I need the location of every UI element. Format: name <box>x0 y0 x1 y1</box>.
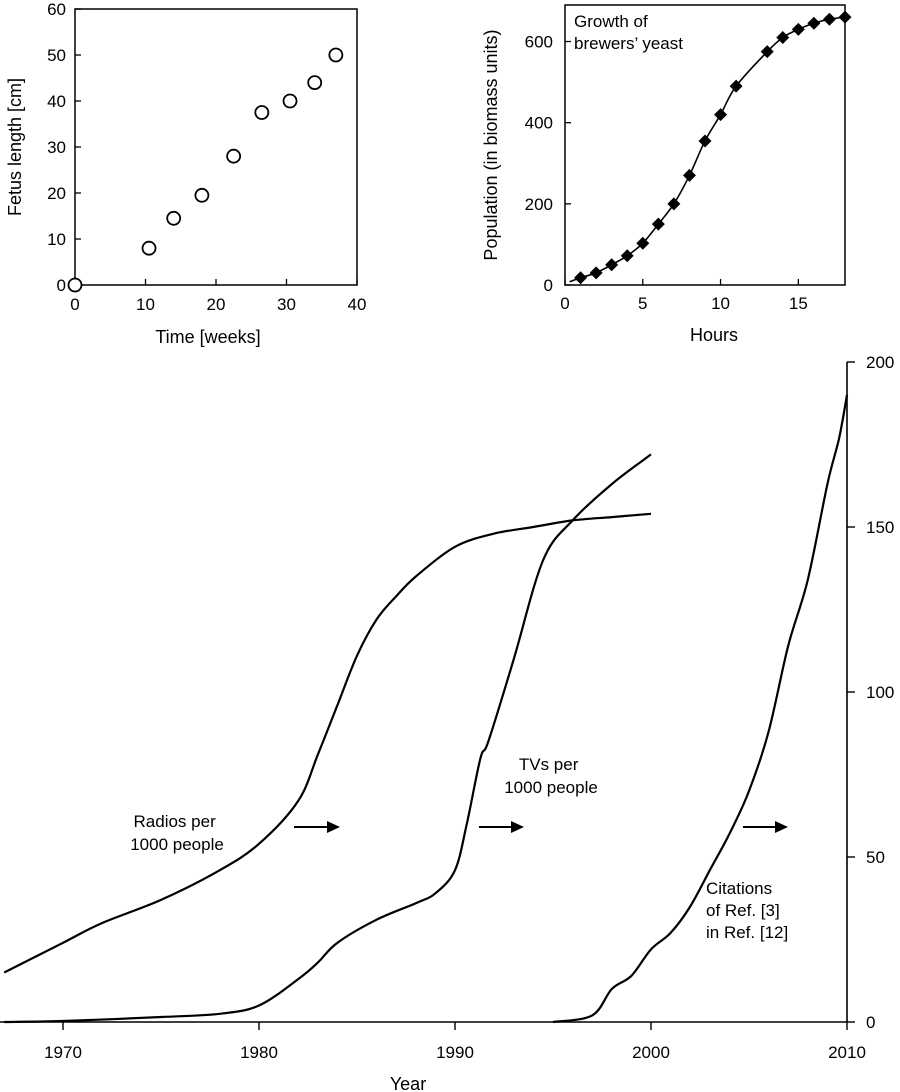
citations-label-line-1: Citations <box>706 879 772 898</box>
yeast-y-axis-label: Population (in biomass units) <box>481 29 501 260</box>
yeast-data-point <box>589 266 603 280</box>
diffusion-x-tick-label: 1980 <box>240 1043 278 1062</box>
diffusion-series <box>3 394 849 1024</box>
tvs-label-line-2: 1000 people <box>504 778 598 797</box>
fetus-y-tick-label: 0 <box>57 276 66 295</box>
yeast-chart: 0 200 400 600 0 5 10 15 Growth of brewers’ yea… <box>481 4 852 345</box>
diffusion-y-tick-label: 50 <box>866 848 885 867</box>
radios-label-line-1: Radios per <box>134 812 217 831</box>
yeast-data-point <box>636 236 650 250</box>
yeast-x-tick-label: 15 <box>789 294 808 313</box>
fetus-data-point <box>307 75 323 90</box>
yeast-data-point <box>574 271 588 285</box>
diffusion-x-ticks: 1970 1980 1990 2000 2010 <box>44 1022 866 1062</box>
fetus-x-ticks: 0 10 20 30 40 <box>70 279 366 314</box>
yeast-points <box>574 10 852 285</box>
fetus-data-point <box>254 105 270 120</box>
yeast-plot-frame <box>564 4 846 286</box>
diffusion-y-ticks: 0 50 100 150 200 <box>847 353 894 1032</box>
arrow-radios <box>294 821 340 833</box>
radios-label-line-2: 1000 people <box>130 835 224 854</box>
citations-series-label: Citations of Ref. [3] in Ref. [12] <box>706 879 788 942</box>
diffusion-x-axis-label: Year <box>390 1074 426 1092</box>
fetus-chart: 0 10 20 30 40 50 60 0 10 20 30 40 Time [weeks] Fet… <box>5 0 366 347</box>
fetus-y-axis-label: Fetus length [cm] <box>5 78 25 216</box>
yeast-data-point <box>822 12 836 26</box>
yeast-y-ticks: 0 200 400 600 <box>525 33 571 295</box>
yeast-data-point <box>729 79 743 93</box>
fetus-data-point <box>141 240 157 256</box>
yeast-data-point <box>791 22 805 36</box>
yeast-title-line-2: brewers’ yeast <box>574 34 683 53</box>
yeast-x-tick-label: 5 <box>638 294 647 313</box>
yeast-data-point <box>760 45 774 59</box>
citations-label-line-2: of Ref. [3] <box>706 901 780 920</box>
diffusion-y-tick-label: 100 <box>866 683 894 702</box>
fetus-y-tick-label: 20 <box>47 184 66 203</box>
fetus-data-point <box>282 93 298 109</box>
fetus-points <box>67 47 344 293</box>
yeast-y-tick-label: 0 <box>544 276 553 295</box>
citations-series-line <box>552 394 849 1024</box>
fetus-data-point <box>67 277 83 293</box>
fetus-data-point <box>166 210 182 226</box>
fetus-y-tick-label: 50 <box>47 46 66 65</box>
fetus-data-point <box>328 47 344 63</box>
yeast-data-point <box>838 10 852 24</box>
fetus-y-tick-label: 40 <box>47 92 66 111</box>
yeast-data-point <box>620 249 634 263</box>
fetus-x-tick-label: 20 <box>207 295 226 314</box>
radios-series-label: Radios per 1000 people <box>130 812 224 854</box>
fetus-y-tick-label: 10 <box>47 230 66 249</box>
fetus-x-tick-label: 40 <box>348 295 367 314</box>
yeast-title: Growth of brewers’ yeast <box>574 12 683 53</box>
diffusion-x-tick-label: 1990 <box>436 1043 474 1062</box>
yeast-x-tick-label: 0 <box>560 294 569 313</box>
fetus-data-point <box>194 187 210 203</box>
yeast-data-point <box>682 168 696 182</box>
diffusion-y-tick-label: 0 <box>866 1013 875 1032</box>
yeast-data-point <box>807 16 821 30</box>
fetus-data-point <box>226 148 242 164</box>
yeast-x-ticks: 0 5 10 15 <box>560 279 808 313</box>
yeast-fit-curve <box>569 16 846 283</box>
arrow-citations <box>743 821 788 833</box>
citations-label-line-3: in Ref. [12] <box>706 923 788 942</box>
diffusion-x-tick-label: 2010 <box>828 1043 866 1062</box>
yeast-data-point <box>651 217 665 231</box>
yeast-data-point <box>714 108 728 122</box>
diffusion-x-tick-label: 1970 <box>44 1043 82 1062</box>
tvs-series-label: TVs per 1000 people <box>504 755 598 797</box>
fetus-y-ticks: 0 10 20 30 40 50 60 <box>47 0 81 295</box>
yeast-title-line-1: Growth of <box>574 12 648 31</box>
diffusion-x-tick-label: 2000 <box>632 1043 670 1062</box>
tvs-label-line-1: TVs per <box>519 755 579 774</box>
yeast-y-tick-label: 200 <box>525 195 553 214</box>
yeast-data-point <box>667 197 681 211</box>
diffusion-y-tick-label: 150 <box>866 518 894 537</box>
fetus-x-tick-label: 0 <box>70 295 79 314</box>
yeast-data-point <box>698 134 712 148</box>
diffusion-chart: 1970 1980 1990 2000 2010 0 50 100 150 200 Year R… <box>0 353 894 1092</box>
yeast-x-axis-label: Hours <box>690 325 738 345</box>
radios-series-line <box>3 512 652 974</box>
yeast-data-point <box>605 258 619 272</box>
fetus-y-tick-label: 60 <box>47 0 66 19</box>
arrow-tvs <box>479 821 524 833</box>
diffusion-y-tick-label: 200 <box>866 353 894 372</box>
fetus-x-axis-label: Time [weeks] <box>155 327 260 347</box>
yeast-data-point <box>776 30 790 44</box>
fetus-x-tick-label: 10 <box>136 295 155 314</box>
fetus-y-tick-label: 30 <box>47 138 66 157</box>
fetus-plot-frame <box>74 8 358 286</box>
yeast-y-tick-label: 400 <box>525 114 553 133</box>
tvs-series-line <box>4 453 652 1024</box>
yeast-y-tick-label: 600 <box>525 33 553 52</box>
yeast-x-tick-label: 10 <box>711 294 730 313</box>
fetus-x-tick-label: 30 <box>277 295 296 314</box>
